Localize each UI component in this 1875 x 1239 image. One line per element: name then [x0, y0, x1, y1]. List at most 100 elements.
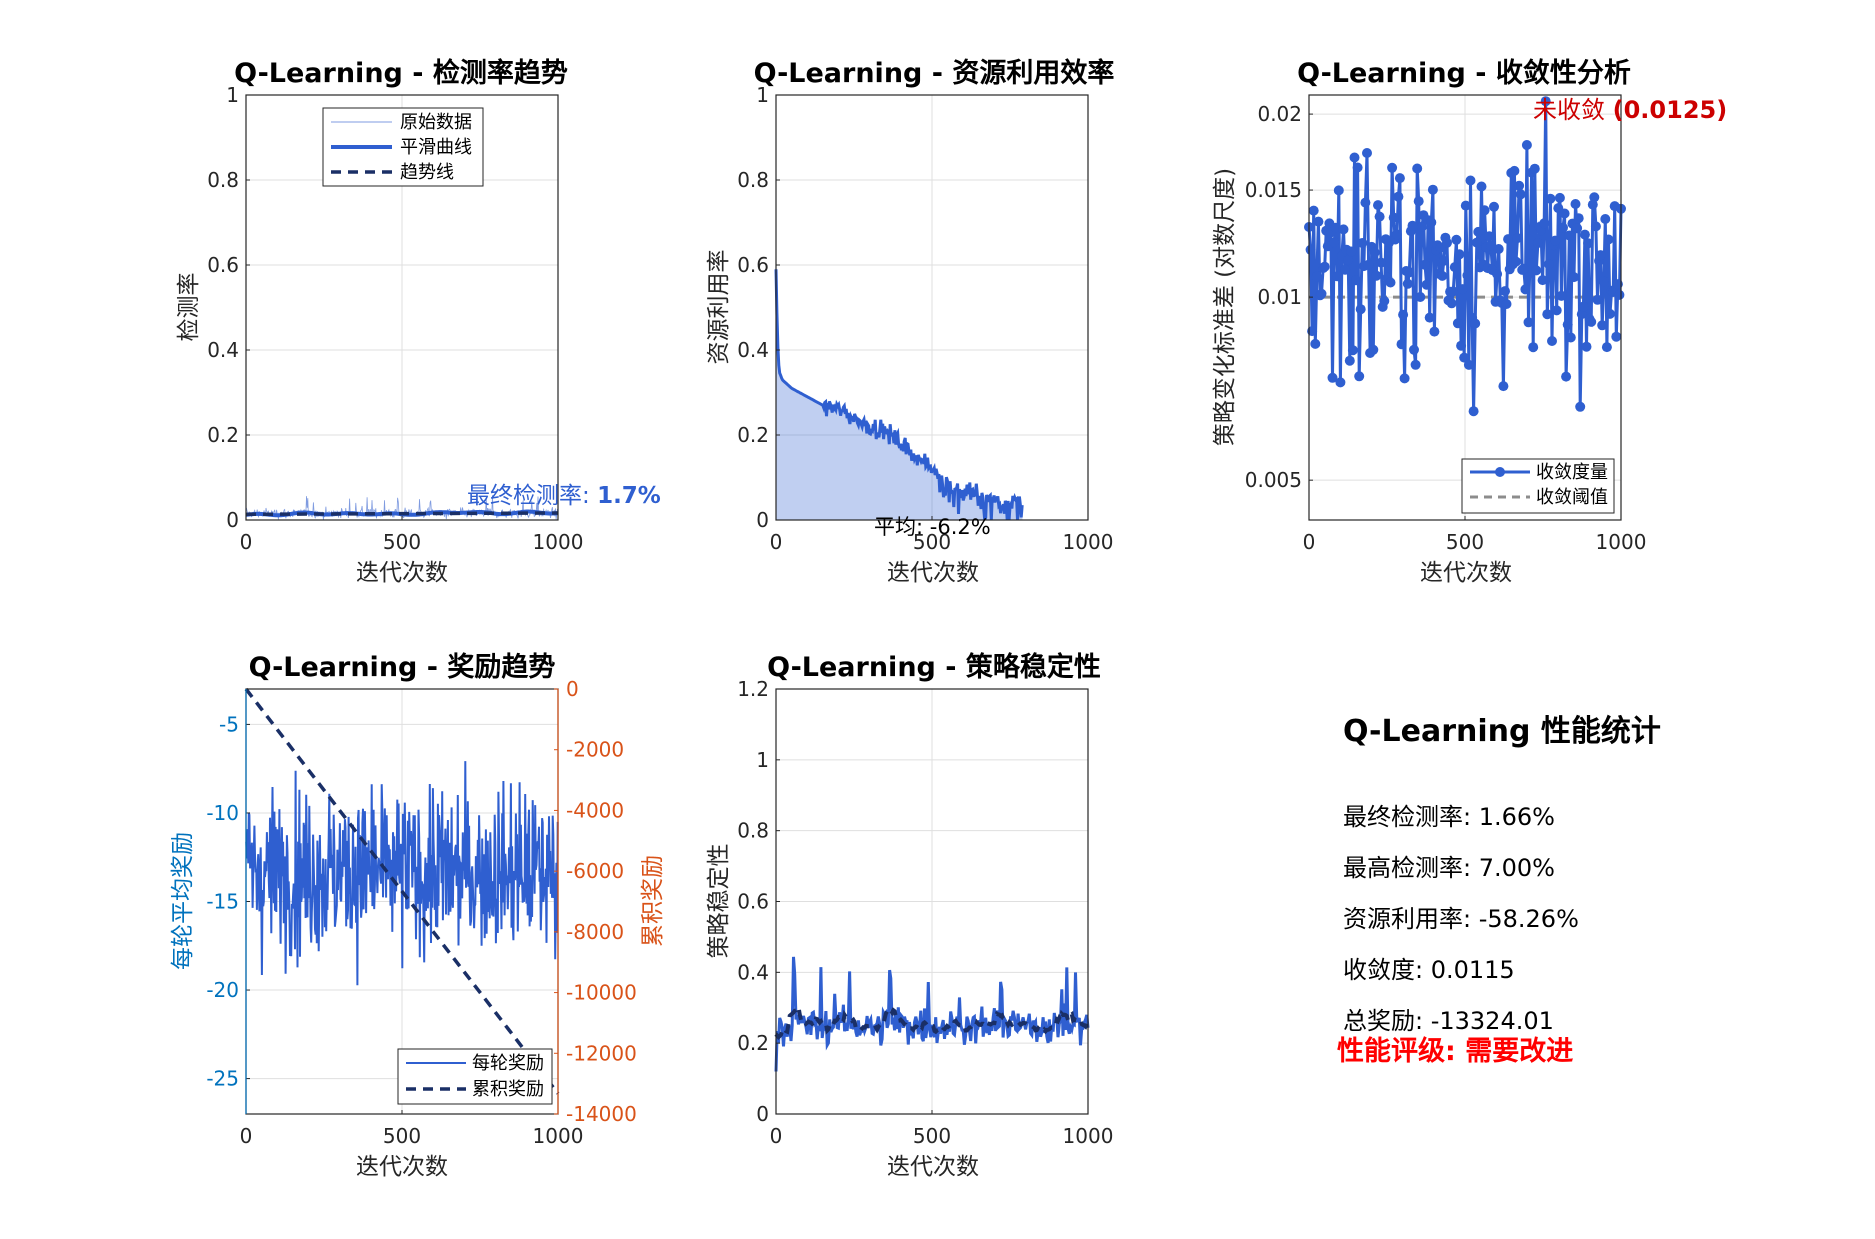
reward-legend: 每轮奖励 累积奖励 — [397, 1048, 553, 1105]
detection-annotation: 最终检测率: 1.7% — [467, 483, 661, 509]
convergence-point — [1565, 332, 1576, 343]
convergence-point — [1407, 220, 1418, 231]
convergence-point — [1590, 221, 1601, 232]
convergence-point — [1576, 309, 1587, 320]
convergence-point — [1456, 340, 1467, 351]
resource-xlabel: 迭代次数 — [887, 560, 979, 586]
convergence-point — [1463, 359, 1474, 370]
convergence-point — [1532, 238, 1543, 249]
convergence-point — [1362, 148, 1372, 158]
x-tick-label: 500 — [383, 530, 421, 554]
y-tick-label: 0.02 — [1257, 102, 1302, 126]
convergence-point — [1319, 261, 1330, 272]
convergence-point — [1374, 211, 1385, 222]
convergence-point — [1598, 276, 1609, 287]
convergence-point — [1573, 213, 1584, 224]
convergence-point — [1429, 326, 1440, 337]
convergence-point — [1398, 309, 1409, 320]
y-tick-label: 0.2 — [207, 423, 239, 447]
convergence-point — [1529, 163, 1540, 174]
convergence-point — [1525, 249, 1536, 259]
convergence-point — [1409, 344, 1419, 355]
y-tick-label: 0.8 — [737, 168, 769, 192]
convergence-point — [1416, 221, 1427, 232]
convergence-point — [1368, 344, 1379, 355]
convergence-point — [1454, 249, 1465, 260]
convergence-point — [1373, 200, 1383, 211]
y-tick-label: 0 — [226, 508, 239, 532]
convergence-point — [1493, 244, 1504, 254]
convergence-point — [1462, 270, 1473, 281]
convergence-point — [1528, 342, 1539, 353]
convergence-point — [1597, 320, 1608, 331]
convergence-point — [1614, 289, 1625, 300]
convergence-point — [1569, 272, 1579, 283]
convergence-point — [1465, 175, 1476, 186]
convergence-point — [1457, 284, 1468, 295]
x-tick-label: 0 — [240, 530, 253, 554]
convergence-point — [1333, 185, 1344, 196]
convergence-xlabel: 迭代次数 — [1420, 560, 1512, 586]
convergence-point — [1489, 201, 1499, 212]
y-tick-label: 0.8 — [737, 819, 769, 843]
panel-detection: Q-Learning - 检测率趋势 0 500 1000 0 0.2 0.4 0.6 0.8… — [176, 57, 661, 586]
legend-metric: 收敛度量 — [1536, 462, 1608, 483]
convergence-point — [1601, 342, 1612, 353]
y-tick-label: -25 — [206, 1067, 239, 1091]
convergence-point — [1357, 238, 1368, 248]
convergence-point — [1460, 200, 1471, 211]
convergence-point — [1385, 277, 1396, 288]
x-tick-label: 1000 — [1596, 530, 1647, 554]
detection-legend: 原始数据 平滑曲线 趋势线 — [322, 107, 484, 187]
convergence-point — [1539, 218, 1550, 229]
convergence-point — [1550, 235, 1561, 246]
convergence-point — [1424, 312, 1435, 323]
convergence-point — [1595, 250, 1606, 261]
y-tick-label: -10 — [206, 801, 239, 825]
resource-area — [776, 269, 1023, 520]
convergence-point — [1399, 373, 1410, 384]
convergence-point — [1518, 263, 1529, 274]
convergence-point — [1511, 256, 1521, 267]
convergence-point — [1603, 234, 1614, 245]
resource-line — [774, 269, 1024, 521]
x-tick-label: 0 — [240, 1124, 253, 1148]
convergence-point — [1586, 316, 1597, 327]
convergence-point — [1313, 216, 1324, 227]
y-tick-label: 0.4 — [737, 960, 769, 984]
y-tick-label: 1.2 — [737, 677, 769, 701]
cumulative-reward-line — [244, 687, 560, 1095]
convergence-point — [1498, 381, 1509, 392]
convergence-point — [1379, 296, 1390, 306]
convergence-point — [1349, 152, 1360, 163]
y-tick-label: 0.2 — [737, 1031, 769, 1055]
stability-xlabel: 迭代次数 — [887, 1154, 979, 1180]
right-tick-label: -4000 — [566, 798, 624, 822]
convergence-point — [1340, 264, 1351, 275]
convergence-point — [1492, 269, 1503, 279]
convergence-point — [1531, 265, 1542, 276]
convergence-point — [1442, 237, 1452, 248]
convergence-point — [1311, 271, 1322, 282]
convergence-point — [1592, 294, 1603, 305]
y-tick-label: 0.6 — [207, 253, 239, 277]
convergence-point — [1396, 339, 1407, 350]
panel-stability: Q-Learning - 策略稳定性 0 500 1000 0 0.2 0.4 0.6 0.8… — [706, 651, 1113, 1180]
convergence-point — [1581, 341, 1592, 352]
x-tick-label: 0 — [770, 1124, 783, 1148]
convergence-point — [1346, 246, 1357, 257]
episode-reward-line — [245, 761, 559, 986]
right-tick-label: -10000 — [566, 981, 637, 1005]
right-tick-label: -14000 — [566, 1102, 637, 1126]
convergence-point — [1335, 377, 1346, 388]
detection-title: Q-Learning - 检测率趋势 — [234, 57, 568, 89]
convergence-point — [1551, 305, 1562, 316]
convergence-point — [1420, 259, 1430, 270]
resource-title: Q-Learning - 资源利用效率 — [754, 57, 1115, 89]
convergence-point — [1561, 371, 1572, 382]
convergence-point — [1479, 205, 1490, 216]
legend-marker-metric — [1495, 467, 1505, 477]
convergence-point — [1308, 205, 1319, 216]
y-tick-label: 0 — [756, 1102, 769, 1126]
